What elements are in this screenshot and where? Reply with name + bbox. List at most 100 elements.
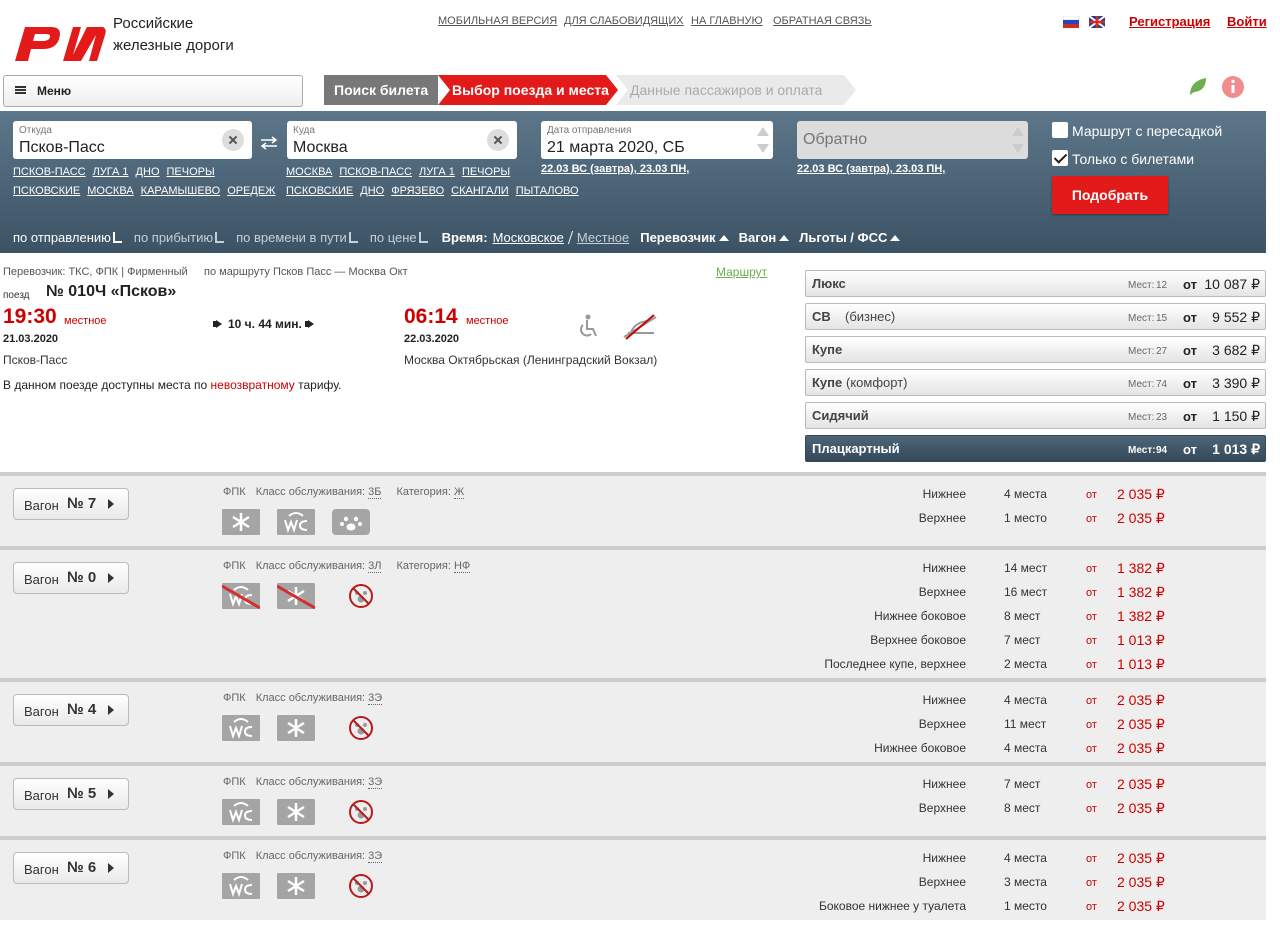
sort-option[interactable]: по цене xyxy=(370,230,434,245)
car-button[interactable]: Вагон № 5 xyxy=(13,778,129,810)
submit-button[interactable]: Подобрать xyxy=(1052,176,1168,214)
language-flags[interactable] xyxy=(1063,16,1107,28)
suggestion-link[interactable]: ПСКОВ-ПАСС xyxy=(339,166,412,178)
filter-label: Льготы / ФСС xyxy=(799,230,888,245)
class-option[interactable]: Люкс Мест: 12 от 10 087 ₽ xyxy=(805,270,1266,297)
class-option[interactable]: СВ (бизнес) Мест: 15 от 9 552 ₽ xyxy=(805,303,1266,330)
service-label: Класс обслуживания: xyxy=(255,776,366,788)
train-number: № 010Ч «Псков» xyxy=(46,283,177,300)
header-icons[interactable] xyxy=(1186,75,1246,99)
seat-price[interactable]: 2 035 ₽ xyxy=(1117,740,1165,756)
sort-option[interactable]: по времени в пути xyxy=(236,230,364,245)
checkbox[interactable] xyxy=(1052,150,1068,166)
class-option[interactable]: Купе (комфорт) Мест: 74 от 3 390 ₽ xyxy=(805,369,1266,396)
seat-price[interactable]: 1 013 ₽ xyxy=(1117,632,1165,648)
date-suggestion[interactable]: 22.03 ВС (завтра), 23.03 ПН, xyxy=(797,163,946,175)
class-option[interactable]: Сидячий Мест: 23 от 1 150 ₽ xyxy=(805,402,1266,429)
clear-button[interactable] xyxy=(222,129,244,151)
search-field[interactable]: Дата отправления 21 марта 2020, СБ xyxy=(541,121,773,159)
car-button[interactable]: Вагон № 7 xyxy=(13,488,129,520)
from-label: от xyxy=(1086,743,1097,755)
route-link[interactable]: Маршрут xyxy=(716,265,768,279)
car-arrow xyxy=(108,705,114,715)
menu-icon xyxy=(15,86,26,94)
suggestion-link[interactable]: КАРАМЫШЕВО xyxy=(140,185,221,197)
header-link[interactable]: ДЛЯ СЛАБОВИДЯЩИХ xyxy=(564,15,684,27)
suggestion-link[interactable]: ФРЯЗЕВО xyxy=(391,185,445,197)
seat-price[interactable]: 2 035 ₽ xyxy=(1117,850,1165,866)
clear-button[interactable] xyxy=(487,129,509,151)
car-arrow xyxy=(108,573,114,583)
suggestion-link[interactable]: ЛУГА 1 xyxy=(92,166,129,178)
suggestion-link[interactable]: ПЫТАЛОВО xyxy=(515,185,579,197)
filter-toggle[interactable]: Перевозчик xyxy=(640,230,729,245)
filter-label: Перевозчик xyxy=(640,230,716,245)
date-suggestion[interactable]: 22.03 ВС (завтра), 23.03 ПН, xyxy=(541,163,690,175)
seat-count: 11 мест xyxy=(1004,717,1047,731)
car-feature-icon xyxy=(277,715,315,741)
car-button[interactable]: Вагон № 6 xyxy=(13,852,129,884)
checkbox[interactable] xyxy=(1052,122,1068,138)
field-value: Обратно xyxy=(803,131,868,148)
car-feature-icon xyxy=(349,874,373,898)
seat-price[interactable]: 2 035 ₽ xyxy=(1117,898,1165,914)
sort-label: по цене xyxy=(369,230,417,245)
suggestion-link[interactable]: ПСКОВ-ПАСС xyxy=(13,166,86,178)
filter-toggle[interactable]: Льготы / ФСС xyxy=(799,230,901,245)
menu-button[interactable]: Меню xyxy=(3,75,303,107)
suggestion-link[interactable]: ПЕЧОРЫ ПСКОВСКИЕ xyxy=(13,166,215,197)
class-option[interactable]: Купе Мест: 27 от 3 682 ₽ xyxy=(805,336,1266,363)
seat-count: 3 места xyxy=(1004,875,1047,889)
seat-price[interactable]: 1 382 ₽ xyxy=(1117,560,1165,576)
suggestion-link[interactable]: МОСКВА xyxy=(286,166,333,178)
field-value: 21 марта 2020, СБ xyxy=(547,139,685,156)
seat-price[interactable]: 2 035 ₽ xyxy=(1117,486,1165,502)
sort-option[interactable]: по отправлению xyxy=(13,230,128,245)
class-price: 3 682 ₽ xyxy=(1212,342,1260,358)
car-arrow xyxy=(108,863,114,873)
suggestion-link[interactable]: ЛУГА 1 xyxy=(418,166,455,178)
time-option[interactable]: Местное xyxy=(576,230,630,245)
suggestion-link[interactable]: ПЕЧОРЫ ПСКОВСКИЕ xyxy=(286,166,511,197)
search-field[interactable]: Откуда Псков-Пасс xyxy=(13,121,252,159)
header-link[interactable]: НА ГЛАВНУЮ xyxy=(691,15,763,27)
seat-price[interactable]: 2 035 ₽ xyxy=(1117,692,1165,708)
header-link[interactable]: МОБИЛЬНАЯ ВЕРСИЯ xyxy=(438,15,558,27)
car-button[interactable]: Вагон № 0 xyxy=(13,562,129,594)
seat-price[interactable]: 2 035 ₽ xyxy=(1117,510,1165,526)
login-link[interactable]: Войти xyxy=(1227,14,1267,29)
seat-price[interactable]: 2 035 ₽ xyxy=(1117,776,1165,792)
seat-price[interactable]: 2 035 ₽ xyxy=(1117,800,1165,816)
seat-price[interactable]: 1 013 ₽ xyxy=(1117,656,1165,672)
swap-icon[interactable] xyxy=(259,136,279,150)
header-link[interactable]: ОБРАТНАЯ СВЯЗЬ xyxy=(773,15,872,27)
seats-count: 74 xyxy=(1156,379,1168,390)
search-field[interactable]: Куда Москва xyxy=(287,121,517,159)
field-value: Москва xyxy=(293,139,348,156)
filter-label: Вагон xyxy=(738,230,777,245)
suggestion-link[interactable]: ОРЕДЕЖ xyxy=(227,185,276,197)
suggestion-link[interactable]: СКАНГАЛИ xyxy=(451,185,509,197)
class-option[interactable]: Плацкартный Мест: 94 от 1 013 ₽ xyxy=(805,435,1266,462)
seat-price[interactable]: 1 382 ₽ xyxy=(1117,608,1165,624)
time-option[interactable]: Московское xyxy=(492,230,564,245)
suggestion-link[interactable]: ДНО xyxy=(360,185,385,197)
from-label: от xyxy=(1086,489,1097,501)
filter-toggle[interactable]: Вагон xyxy=(739,230,790,245)
seat-price[interactable]: 1 382 ₽ xyxy=(1117,584,1165,600)
car-arrow xyxy=(108,499,114,509)
suggestion-link[interactable]: ДНО xyxy=(135,166,160,178)
sort-option[interactable]: по прибытию xyxy=(134,230,230,245)
seats-label: Мест: xyxy=(1128,445,1156,456)
car-feature-icon xyxy=(222,509,260,535)
from-label: от xyxy=(1086,853,1097,865)
arrow xyxy=(216,320,222,328)
seat-price[interactable]: 2 035 ₽ xyxy=(1117,716,1165,732)
suggestion-link[interactable]: МОСКВА xyxy=(87,185,134,197)
register-link[interactable]: Регистрация xyxy=(1129,14,1211,29)
car-carrier: ФПК xyxy=(223,850,246,862)
car-button[interactable]: Вагон № 4 xyxy=(13,694,129,726)
local-label: местное xyxy=(466,315,509,327)
search-field[interactable]: Обратно xyxy=(797,121,1028,159)
seat-price[interactable]: 2 035 ₽ xyxy=(1117,874,1165,890)
